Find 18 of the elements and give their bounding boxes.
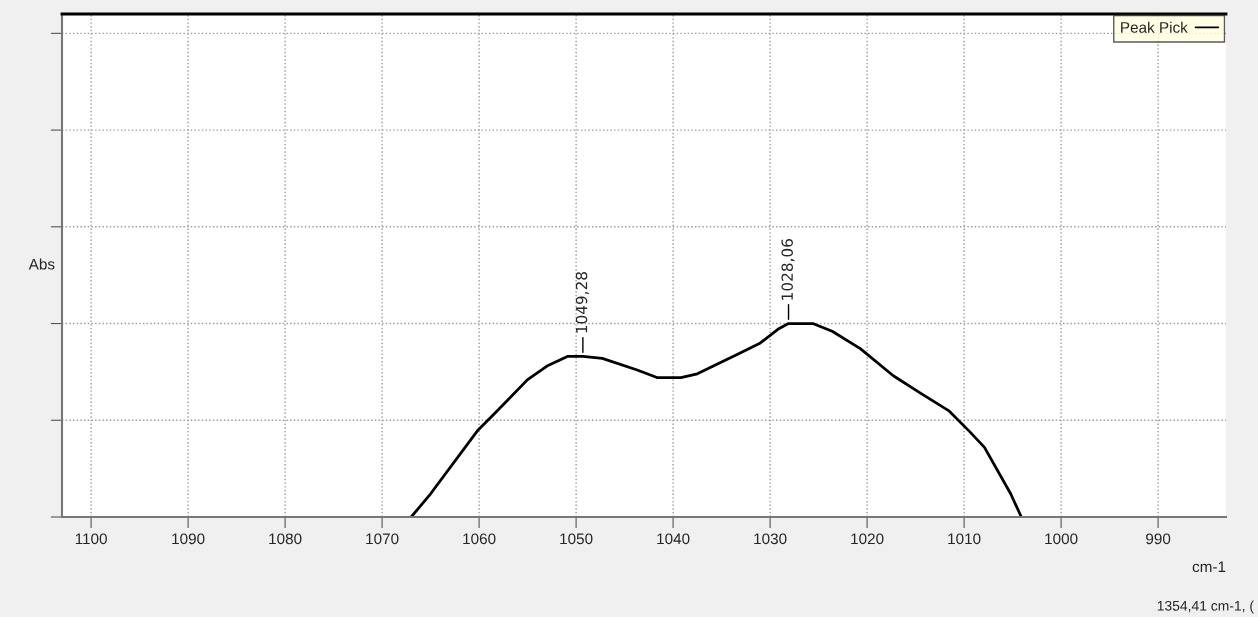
x-tick-label: 990	[1146, 533, 1171, 545]
x-tick-label: 1070	[366, 533, 399, 545]
x-tick-label: 1090	[172, 533, 205, 545]
legend-label: Peak Pick	[1121, 21, 1188, 33]
x-tick-label: 1050	[560, 533, 593, 545]
y-axis-title: Abs	[28, 258, 55, 270]
annotation: 1028,06	[781, 239, 795, 300]
x-tick-label: 1000	[1045, 533, 1078, 545]
x-axis-title: cm-1	[1192, 561, 1226, 573]
x-tick-label: 1060	[463, 533, 496, 545]
text: 1354,41 cm-1, (	[1157, 600, 1254, 614]
x-tick-label: 1100	[75, 533, 107, 545]
x-tick-label: 1020	[851, 533, 884, 545]
annotation: 1049,28	[575, 272, 589, 333]
x-tick-label: 1010	[948, 533, 981, 545]
x-tick-label: 1040	[657, 533, 690, 545]
x-tick-label: 1080	[269, 533, 302, 545]
x-tick-label: 1030	[754, 533, 787, 545]
